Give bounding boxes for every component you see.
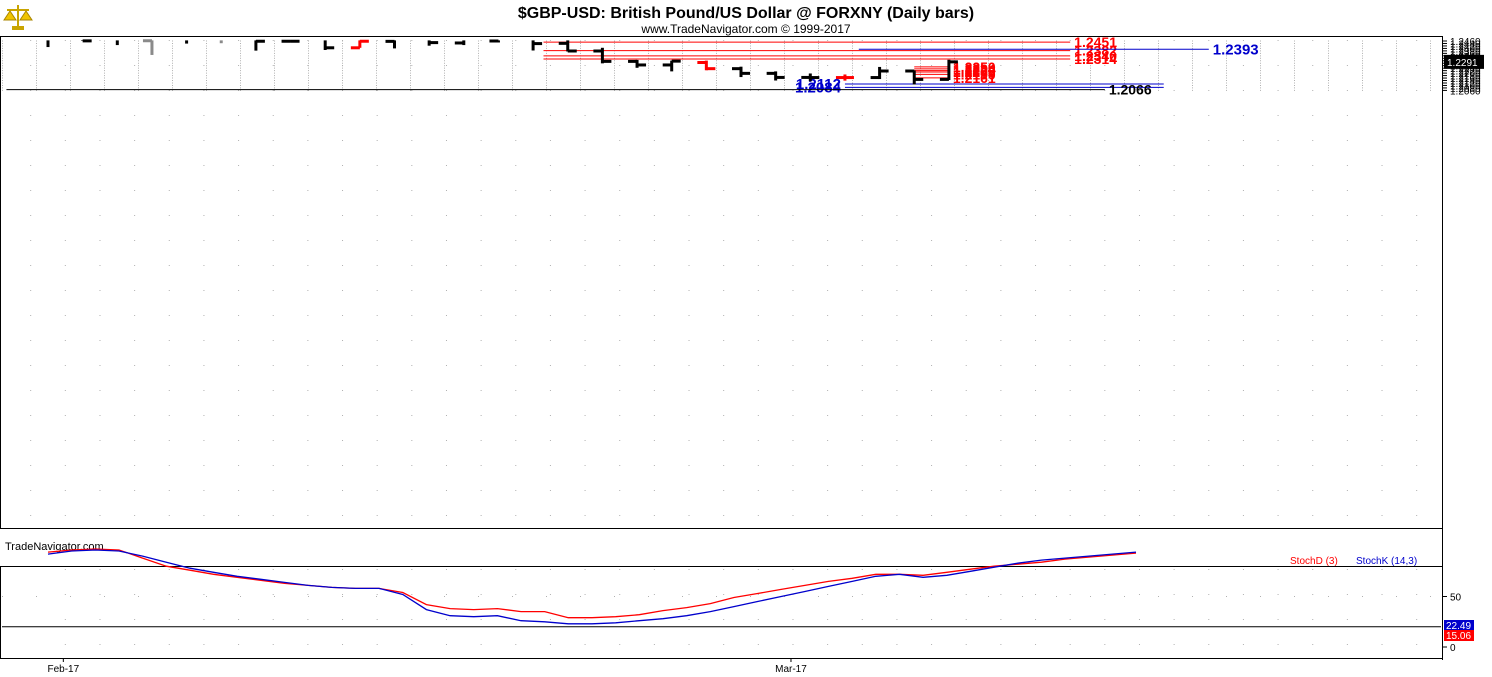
level-label: 1.2220	[953, 63, 996, 79]
indicator-panel-frame	[0, 566, 1443, 659]
level-label: 1.2340	[1074, 48, 1117, 64]
ohlc-bars	[46, 39, 958, 85]
price-panel-frame	[0, 36, 1443, 529]
level-label: 1.2066	[1109, 82, 1152, 98]
y-tick-label: 1.2180	[1450, 72, 1481, 83]
level-label: 1.2234	[953, 61, 996, 77]
level-label: 1.2382	[1074, 43, 1117, 59]
stoch-last-value-box	[1444, 620, 1474, 631]
level-label: 1.2084	[795, 79, 842, 96]
x-tick-label: Feb-17	[47, 664, 79, 675]
stoch-last-value-label: 15.06	[1446, 631, 1471, 642]
y-tick-label: 1.2380	[1450, 47, 1481, 58]
y-tick-label: 1.2100	[1450, 81, 1481, 92]
y-tick-label: 1.2200	[1450, 69, 1481, 80]
level-label: 1.2112	[796, 76, 841, 93]
y-tick-label: 1.2120	[1450, 79, 1481, 90]
y-tick-label: 1.2420	[1450, 42, 1481, 53]
stochd-legend: StochD (3)	[1290, 556, 1338, 567]
chart-subtitle: www.TradeNavigator.com © 1999-2017	[640, 22, 850, 36]
scales-logo-icon	[3, 3, 33, 33]
level-label: 1.2250	[953, 59, 996, 75]
y-tick-label: 1.2360	[1450, 49, 1481, 60]
stoch-last-value-label: 22.49	[1446, 621, 1471, 632]
chart-title: $GBP-USD: British Pound/US Dollar @ FORX…	[518, 5, 974, 22]
y-tick-label: 1.2440	[1450, 39, 1481, 50]
last-price-box	[1444, 54, 1484, 69]
stoch-last-value-box	[1444, 630, 1474, 641]
y-tick-label: 1.2080	[1450, 84, 1481, 95]
stoch-y-tick-label: 50	[1450, 593, 1462, 604]
level-label: 1.2314	[1074, 51, 1117, 67]
level-label: 1.2190	[953, 66, 996, 82]
y-tick-label: 1.2060	[1450, 86, 1481, 97]
stochd-line	[47, 548, 1137, 619]
y-tick-label: 1.2160	[1450, 74, 1481, 85]
stochk-line	[47, 549, 1137, 625]
stoch-y-tick-label: 0	[1450, 643, 1456, 654]
y-tick-label: 1.2460	[1450, 37, 1481, 48]
y-tick-label: 1.2220	[1450, 67, 1481, 78]
x-tick-label: Mar-17	[775, 664, 807, 675]
y-tick-label: 1.2140	[1450, 77, 1481, 88]
level-label: 1.2451	[1074, 34, 1117, 50]
y-tick-label: 1.2240	[1450, 64, 1481, 75]
last-price-label: 1.2291	[1447, 58, 1478, 69]
level-label: 1.2393	[1213, 41, 1259, 58]
y-tick-label: 1.2400	[1450, 44, 1481, 55]
level-label: 1.2161	[953, 70, 996, 86]
level-label: 1.2209	[953, 64, 996, 80]
stochk-legend: StochK (14,3)	[1356, 556, 1417, 567]
